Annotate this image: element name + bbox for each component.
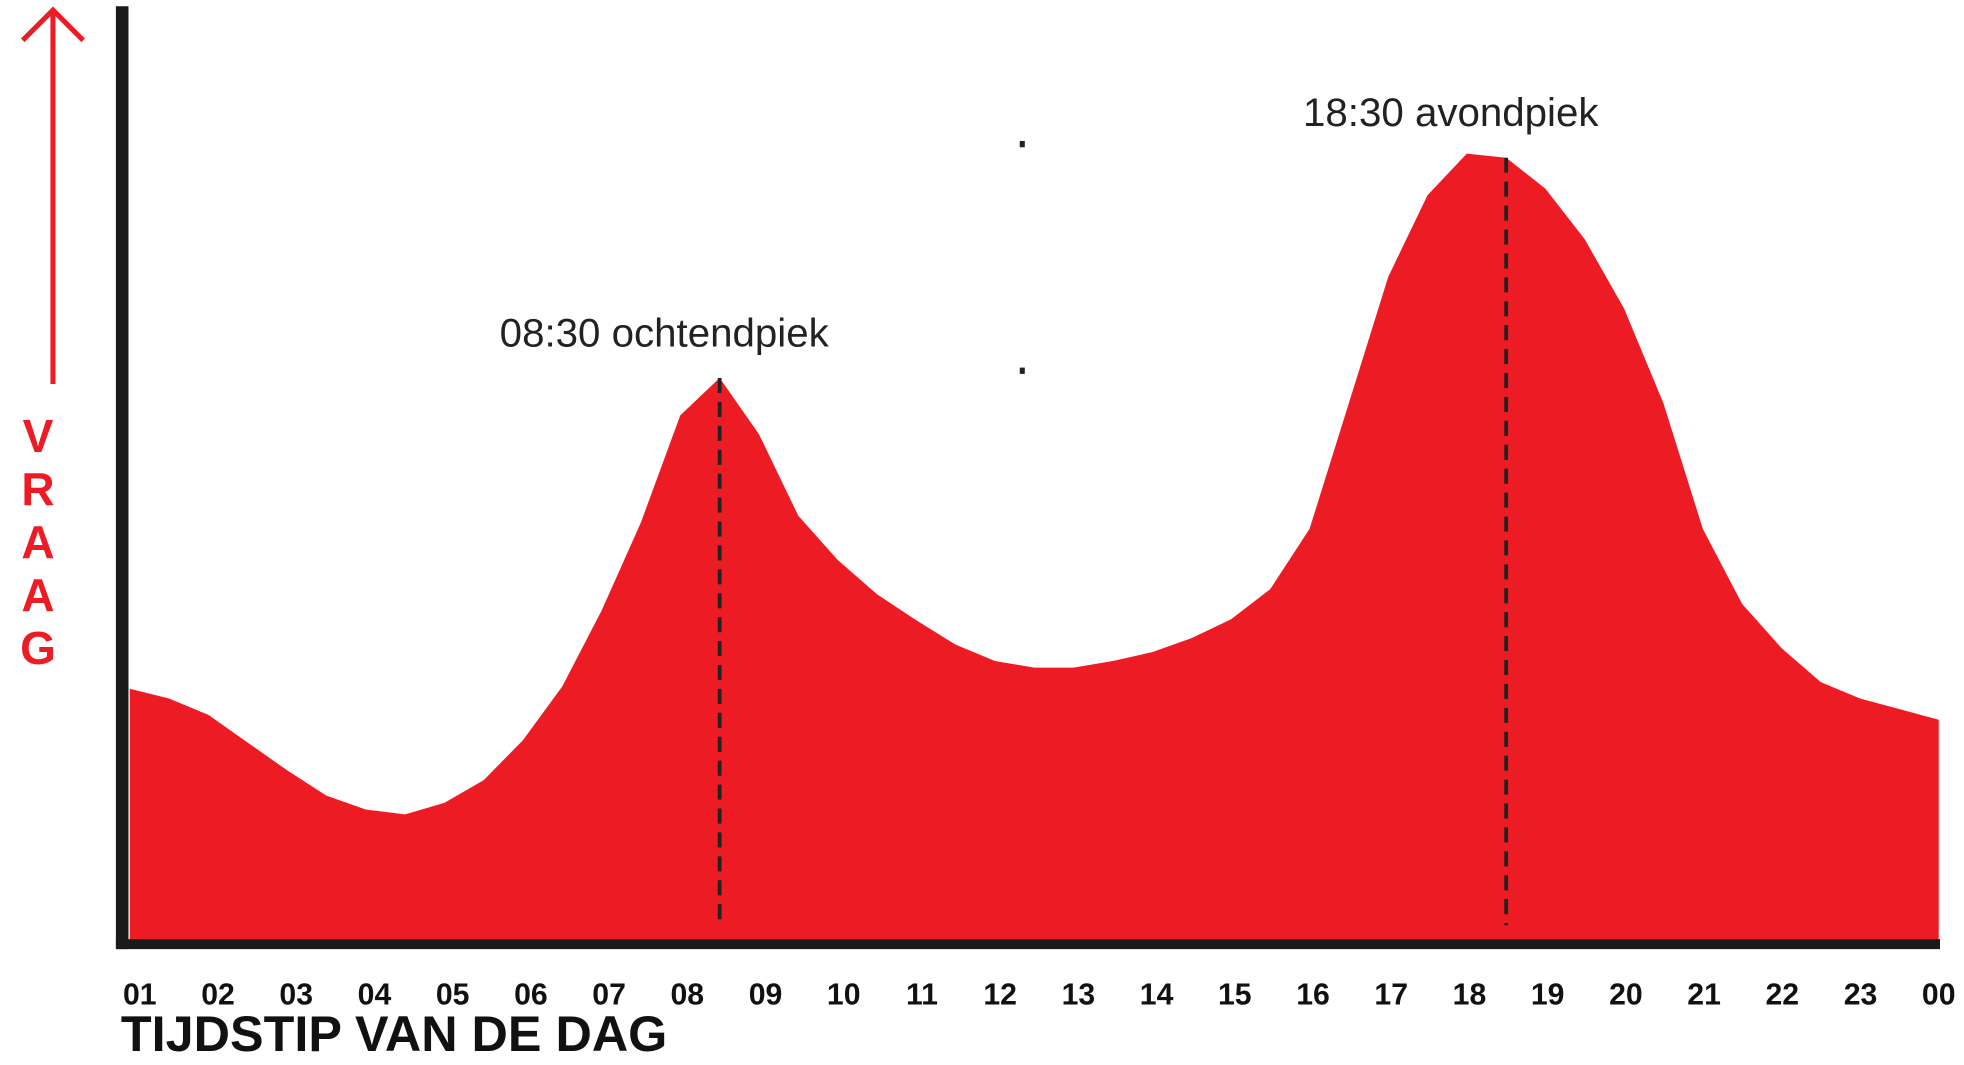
x-tick-label: 03 bbox=[279, 979, 313, 1012]
area bbox=[129, 153, 1939, 942]
dot bbox=[1019, 367, 1025, 374]
x-tick-label: 01 bbox=[123, 979, 157, 1012]
x-tick-label: 08 bbox=[671, 979, 705, 1012]
x-tick-label: 15 bbox=[1218, 979, 1252, 1012]
x-tick-label: 12 bbox=[983, 979, 1017, 1012]
annotation: 18:30 avondpiek bbox=[1303, 90, 1599, 135]
annotation: 08:30 ochtendpiek bbox=[500, 310, 830, 355]
dot bbox=[1019, 140, 1025, 148]
x-tick-label: 21 bbox=[1687, 979, 1721, 1012]
x-tick-label: 10 bbox=[827, 979, 861, 1012]
x-tick-label: 17 bbox=[1374, 979, 1408, 1012]
x-tick-label: 02 bbox=[201, 979, 235, 1012]
x-tick-label: 04 bbox=[358, 979, 392, 1012]
x-tick-label: 05 bbox=[436, 979, 470, 1012]
x-tick-label: 18 bbox=[1453, 979, 1487, 1012]
x-tick-label: 14 bbox=[1140, 979, 1174, 1012]
y-axis-label: VRAAG bbox=[20, 410, 56, 674]
x-tick-label: 11 bbox=[906, 979, 938, 1012]
x-tick-label: 09 bbox=[749, 979, 783, 1012]
x-tick-label: 06 bbox=[514, 979, 548, 1012]
x-tick-label: 07 bbox=[592, 979, 626, 1012]
x-tick-label: 22 bbox=[1766, 979, 1800, 1012]
x-tick-label: 19 bbox=[1531, 979, 1565, 1012]
x-tick-label: 20 bbox=[1609, 979, 1643, 1012]
x-axis-label: TIJDSTIP VAN DE DAG bbox=[121, 1005, 667, 1062]
x-tick-label: 16 bbox=[1296, 979, 1330, 1012]
x-tick-label: 23 bbox=[1844, 979, 1878, 1012]
x-tick-label: 13 bbox=[1062, 979, 1096, 1012]
y-arrow-head bbox=[20, 6, 85, 43]
x-tick-label: 00 bbox=[1922, 979, 1956, 1012]
